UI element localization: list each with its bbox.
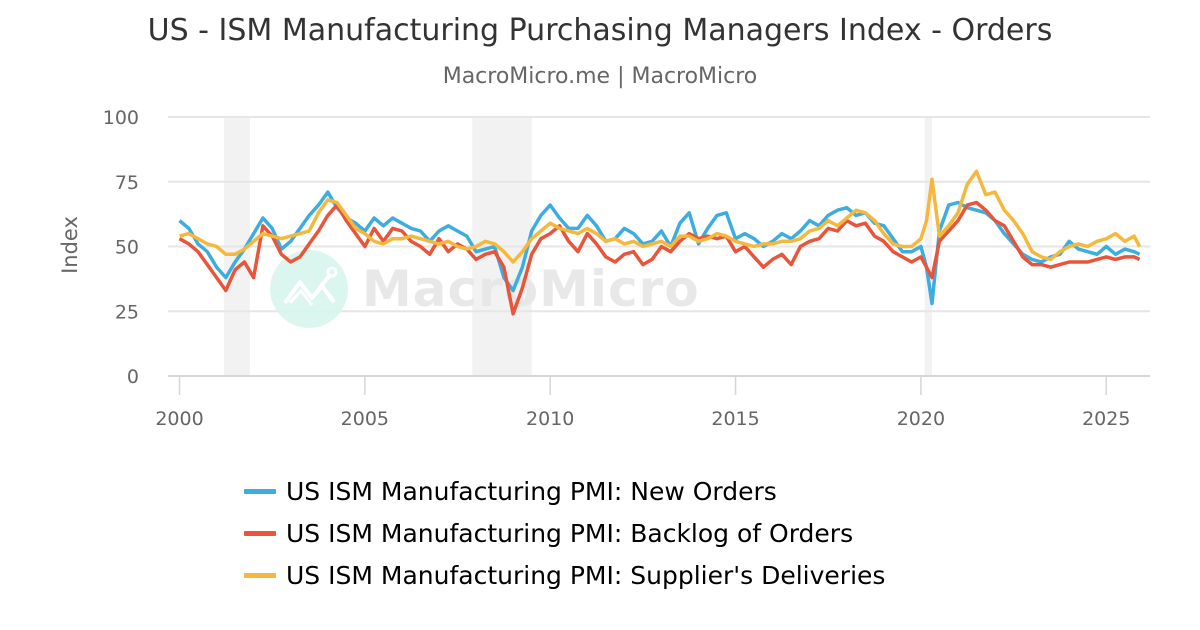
legend-label: US ISM Manufacturing PMI: New Orders xyxy=(286,476,777,506)
x-tick-label: 2020 xyxy=(897,408,945,430)
x-tick-label: 2005 xyxy=(341,408,389,430)
x-tick-label: 2025 xyxy=(1082,408,1130,430)
series-line xyxy=(178,200,1141,316)
chart-subtitle: MacroMicro.me | MacroMicro xyxy=(442,64,758,89)
watermark: MacroMicro xyxy=(270,250,700,328)
y-tick-label: 75 xyxy=(115,172,139,194)
legend-swatch-icon xyxy=(244,572,276,578)
y-tick-label: 0 xyxy=(127,366,139,388)
legend: US ISM Manufacturing PMI: New Orders US I… xyxy=(244,470,885,596)
series-lines xyxy=(178,169,1142,316)
macromicro-logo-icon xyxy=(270,250,348,328)
chart-title: US - ISM Manufacturing Purchasing Manage… xyxy=(147,13,1053,48)
legend-label: US ISM Manufacturing PMI: Backlog of Ord… xyxy=(286,518,854,548)
y-tick-label: 50 xyxy=(115,237,139,259)
x-axis: 2000 2005 2010 2015 2020 2025 xyxy=(155,376,1130,430)
watermark-text: MacroMicro xyxy=(362,260,700,318)
y-tick-label: 25 xyxy=(115,301,139,323)
x-tick-label: 2010 xyxy=(526,408,574,430)
y-axis: 0 25 50 75 100 xyxy=(103,107,139,388)
legend-item[interactable]: US ISM Manufacturing PMI: New Orders xyxy=(244,470,885,512)
legend-swatch-icon xyxy=(244,488,276,494)
series-line xyxy=(179,169,1142,264)
legend-label: US ISM Manufacturing PMI: Supplier's Del… xyxy=(286,560,886,590)
y-axis-label: Index xyxy=(58,216,82,274)
x-tick-label: 2015 xyxy=(711,408,759,430)
legend-item[interactable]: US ISM Manufacturing PMI: Supplier's Del… xyxy=(244,554,885,596)
gridlines xyxy=(168,116,1150,377)
y-tick-label: 100 xyxy=(103,107,139,129)
x-tick-label: 2000 xyxy=(155,408,203,430)
legend-item[interactable]: US ISM Manufacturing PMI: Backlog of Ord… xyxy=(244,512,885,554)
legend-swatch-icon xyxy=(244,530,276,536)
